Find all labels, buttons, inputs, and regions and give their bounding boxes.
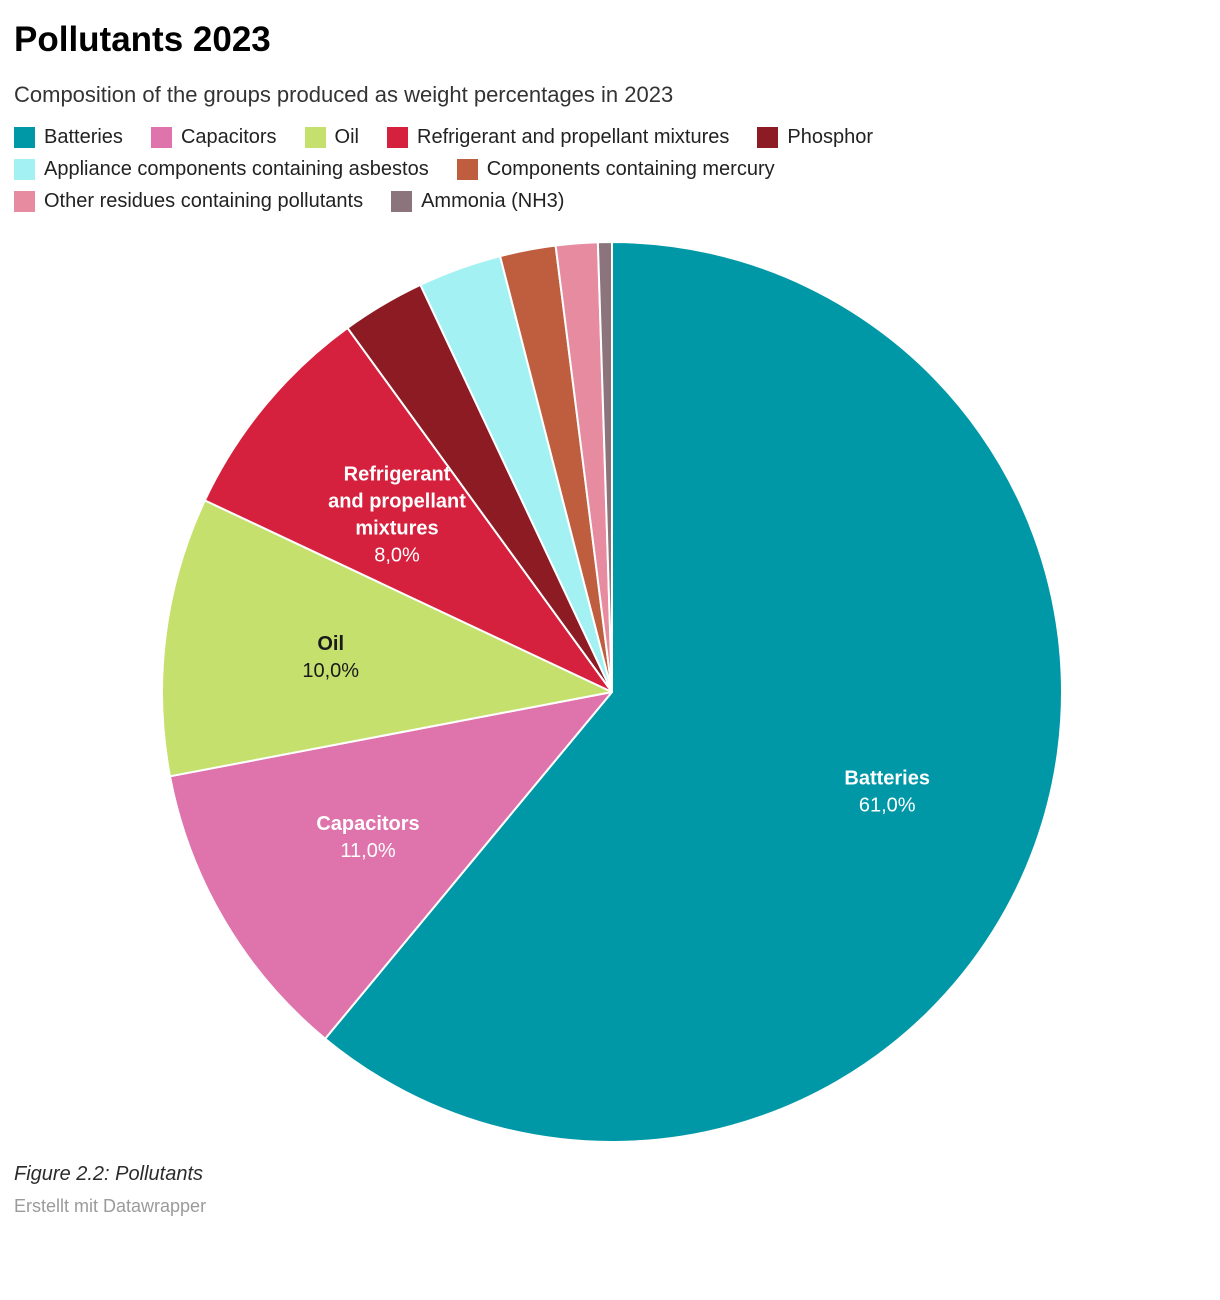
legend-item-appliance-components-containing-asbestos: Appliance components containing asbestos: [14, 156, 429, 182]
pie-slice-ammonia-nh3[interactable]: [596, 240, 613, 693]
legend-label: Capacitors: [180, 126, 277, 148]
legend-item-oil: Oil: [304, 124, 359, 150]
pie-slice-batteries[interactable]: [324, 241, 1063, 1143]
chart-subtitle: Composition of the groups produced as we…: [14, 82, 674, 107]
legend-swatch-appliance-components-containing-asbestos: [14, 158, 35, 180]
pie-slice-label-refrigerant-and-propellant-mixtures: Refrigerant and propellant mixtures 8,0%: [328, 464, 466, 567]
chart-footer: Figure 2.2: Pollutants Erstellt mit Data…: [14, 1163, 1208, 1217]
legend-label: Phosphor: [787, 126, 874, 148]
pie-slice-oil[interactable]: [161, 499, 613, 778]
legend-label: Refrigerant and propellant mixtures: [417, 126, 730, 148]
legend-swatch-refrigerant-and-propellant-mixtures: [387, 126, 408, 148]
legend-swatch-components-containing-mercury: [456, 158, 478, 180]
legend-item-phosphor: Phosphor: [757, 124, 873, 150]
legend-label: Other residues containing pollutants: [44, 190, 364, 212]
pie-slice-label-capacitors: Capacitors 11,0%: [316, 813, 419, 862]
legend-swatch-oil: [304, 126, 326, 148]
legend-label: Ammonia (NH3): [421, 190, 565, 212]
legend-swatch-phosphor: [757, 126, 779, 148]
pie-chart-area: Batteries 61,0% Capacitors 11,0% Oil 10,0% Ref…: [2, 224, 1220, 1159]
pie-slice-refrigerant-and-propellant-mixtures[interactable]: [203, 326, 613, 693]
legend-item-batteries: Batteries: [14, 124, 123, 150]
legend-label: Oil: [334, 126, 359, 148]
legend-swatch-capacitors: [150, 126, 172, 148]
legend-swatch-other-residues-containing-pollutants: [14, 190, 35, 212]
pie-slice-capacitors[interactable]: [168, 691, 613, 1040]
legend-label: Components containing mercury: [486, 158, 775, 180]
pie-slice-label-batteries: Batteries 61,0%: [844, 768, 930, 817]
legend-item-refrigerant-and-propellant-mixtures: Refrigerant and propellant mixtures: [387, 124, 729, 150]
pie-slice-label-oil: Oil 10,0%: [302, 633, 359, 682]
pie-chart-svg: Batteries 61,0% Capacitors 11,0% Oil 10,0% Ref…: [161, 240, 1063, 1143]
legend-label: Appliance components containing asbestos: [44, 158, 429, 180]
legend-item-other-residues-containing-pollutants: Other residues containing pollutants: [14, 188, 363, 214]
legend-item-components-containing-mercury: Components containing mercury: [456, 156, 775, 182]
datawrapper-credit: Erstellt mit Datawrapper: [14, 1196, 207, 1216]
legend-swatch-batteries: [14, 126, 35, 148]
figure-caption: Figure 2.2: Pollutants: [14, 1163, 203, 1185]
legend-item-ammonia-nh3: Ammonia (NH3): [391, 188, 564, 214]
legend: Batteries Capacitors Oil Refrigerant and pr…: [14, 124, 1134, 214]
legend-item-capacitors: Capacitors: [150, 124, 277, 150]
chart-title: Pollutants 2023: [14, 20, 271, 59]
legend-swatch-ammonia-nh3: [391, 190, 413, 212]
legend-label: Batteries: [44, 126, 123, 148]
